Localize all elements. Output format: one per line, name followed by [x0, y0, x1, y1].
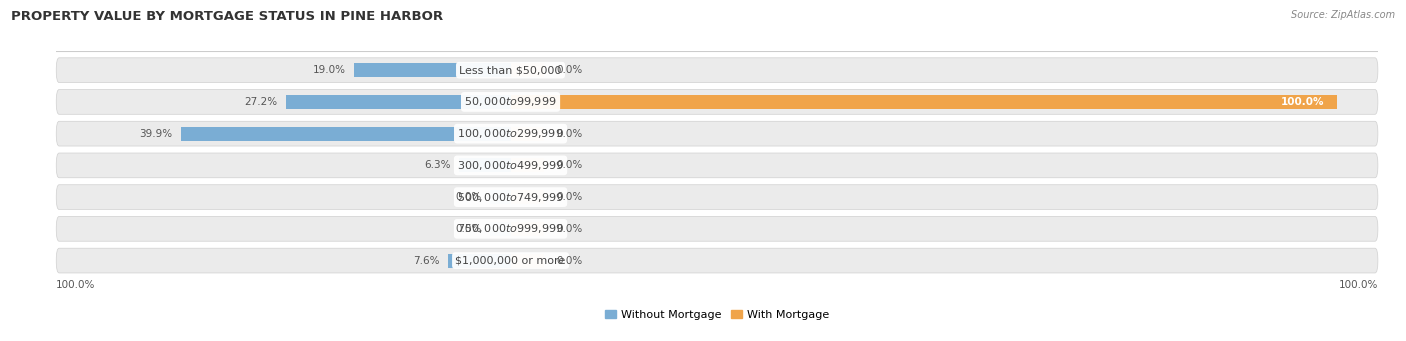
- Bar: [510, 63, 544, 77]
- Text: 0.0%: 0.0%: [555, 160, 582, 170]
- Text: Source: ZipAtlas.com: Source: ZipAtlas.com: [1291, 10, 1395, 20]
- FancyBboxPatch shape: [56, 185, 1378, 209]
- FancyBboxPatch shape: [56, 248, 1378, 273]
- Text: 0.0%: 0.0%: [555, 224, 582, 234]
- Text: 100.0%: 100.0%: [1281, 97, 1324, 107]
- Bar: [489, 190, 510, 204]
- Bar: [458, 159, 510, 172]
- FancyBboxPatch shape: [56, 58, 1378, 83]
- Text: $300,000 to $499,999: $300,000 to $499,999: [457, 159, 564, 172]
- Text: 0.0%: 0.0%: [555, 192, 582, 202]
- Text: 0.0%: 0.0%: [456, 224, 482, 234]
- Text: 0.0%: 0.0%: [555, 256, 582, 266]
- Text: Less than $50,000: Less than $50,000: [460, 65, 562, 75]
- Text: 19.0%: 19.0%: [312, 65, 346, 75]
- Text: 7.6%: 7.6%: [413, 256, 440, 266]
- Text: PROPERTY VALUE BY MORTGAGE STATUS IN PINE HARBOR: PROPERTY VALUE BY MORTGAGE STATUS IN PIN…: [11, 10, 443, 23]
- Text: $1,000,000 or more: $1,000,000 or more: [456, 256, 565, 266]
- Text: 27.2%: 27.2%: [245, 97, 277, 107]
- Bar: [510, 127, 544, 140]
- Text: 100.0%: 100.0%: [1339, 280, 1378, 290]
- Text: 100.0%: 100.0%: [56, 280, 96, 290]
- Bar: [510, 95, 1337, 109]
- Bar: [510, 222, 544, 236]
- Legend: Without Mortgage, With Mortgage: Without Mortgage, With Mortgage: [600, 305, 834, 324]
- Bar: [489, 222, 510, 236]
- Text: $50,000 to $99,999: $50,000 to $99,999: [464, 95, 557, 108]
- FancyBboxPatch shape: [56, 90, 1378, 114]
- Bar: [510, 254, 544, 268]
- Text: $750,000 to $999,999: $750,000 to $999,999: [457, 222, 564, 235]
- Bar: [354, 63, 510, 77]
- Bar: [510, 159, 544, 172]
- Text: $100,000 to $299,999: $100,000 to $299,999: [457, 127, 564, 140]
- Bar: [181, 127, 510, 140]
- Text: 6.3%: 6.3%: [423, 160, 450, 170]
- FancyBboxPatch shape: [56, 217, 1378, 241]
- Text: $500,000 to $749,999: $500,000 to $749,999: [457, 191, 564, 204]
- Text: 0.0%: 0.0%: [555, 129, 582, 139]
- Bar: [285, 95, 510, 109]
- Text: 0.0%: 0.0%: [555, 65, 582, 75]
- Bar: [510, 190, 544, 204]
- Bar: [447, 254, 510, 268]
- FancyBboxPatch shape: [56, 153, 1378, 178]
- Text: 0.0%: 0.0%: [456, 192, 482, 202]
- Text: 39.9%: 39.9%: [139, 129, 173, 139]
- FancyBboxPatch shape: [56, 121, 1378, 146]
